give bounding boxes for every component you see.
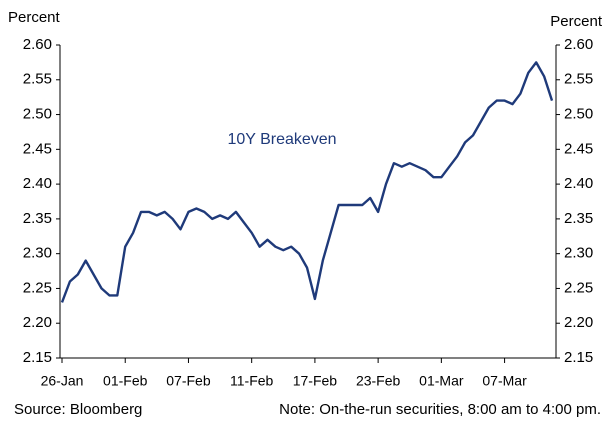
source: Source: Bloomberg: [14, 401, 142, 418]
y-tick-label: 2.40: [23, 175, 52, 192]
y-tick-label: 2.20: [23, 314, 52, 331]
y-tick-label: 2.35: [23, 210, 52, 227]
x-tick-label: 17-Feb: [293, 373, 338, 389]
y-tick-label: 2.60: [23, 36, 52, 53]
y2-tick-label: 2.20: [564, 314, 593, 331]
y2-tick-label: 2.40: [564, 175, 593, 192]
y-tick-label: 2.25: [23, 279, 52, 296]
y-tick-label: 2.55: [23, 71, 52, 88]
y2-tick-label: 2.30: [564, 245, 593, 262]
x-tick-label: 07-Feb: [166, 373, 211, 389]
note: Note: On-the-run securities, 8:00 am to …: [279, 401, 601, 418]
y-tick-label: 2.15: [23, 349, 52, 366]
y2-tick-label: 2.45: [564, 140, 593, 157]
y2-axis-label: Percent: [550, 13, 603, 30]
series-label: 10Y Breakeven: [227, 131, 336, 148]
y2-tick-label: 2.50: [564, 106, 593, 123]
series-line: [60, 61, 554, 303]
x-tick-label: 01-Mar: [419, 373, 464, 389]
y2-tick-label: 2.60: [564, 36, 593, 53]
y2-tick-label: 2.15: [564, 349, 593, 366]
y2-tick-label: 2.25: [564, 279, 593, 296]
x-tick-label: 11-Feb: [230, 373, 274, 389]
x-tick-label: 01-Feb: [103, 373, 148, 389]
x-tick-label: 07-Mar: [482, 373, 527, 389]
y-axis-label: Percent: [8, 9, 61, 26]
y2-tick-label: 2.35: [564, 210, 593, 227]
x-tick-label: 26-Jan: [41, 373, 84, 389]
y2-tick-label: 2.55: [564, 71, 593, 88]
y-tick-label: 2.45: [23, 140, 52, 157]
y-tick-label: 2.30: [23, 245, 52, 262]
x-tick-label: 23-Feb: [356, 373, 401, 389]
y-tick-label: 2.50: [23, 106, 52, 123]
